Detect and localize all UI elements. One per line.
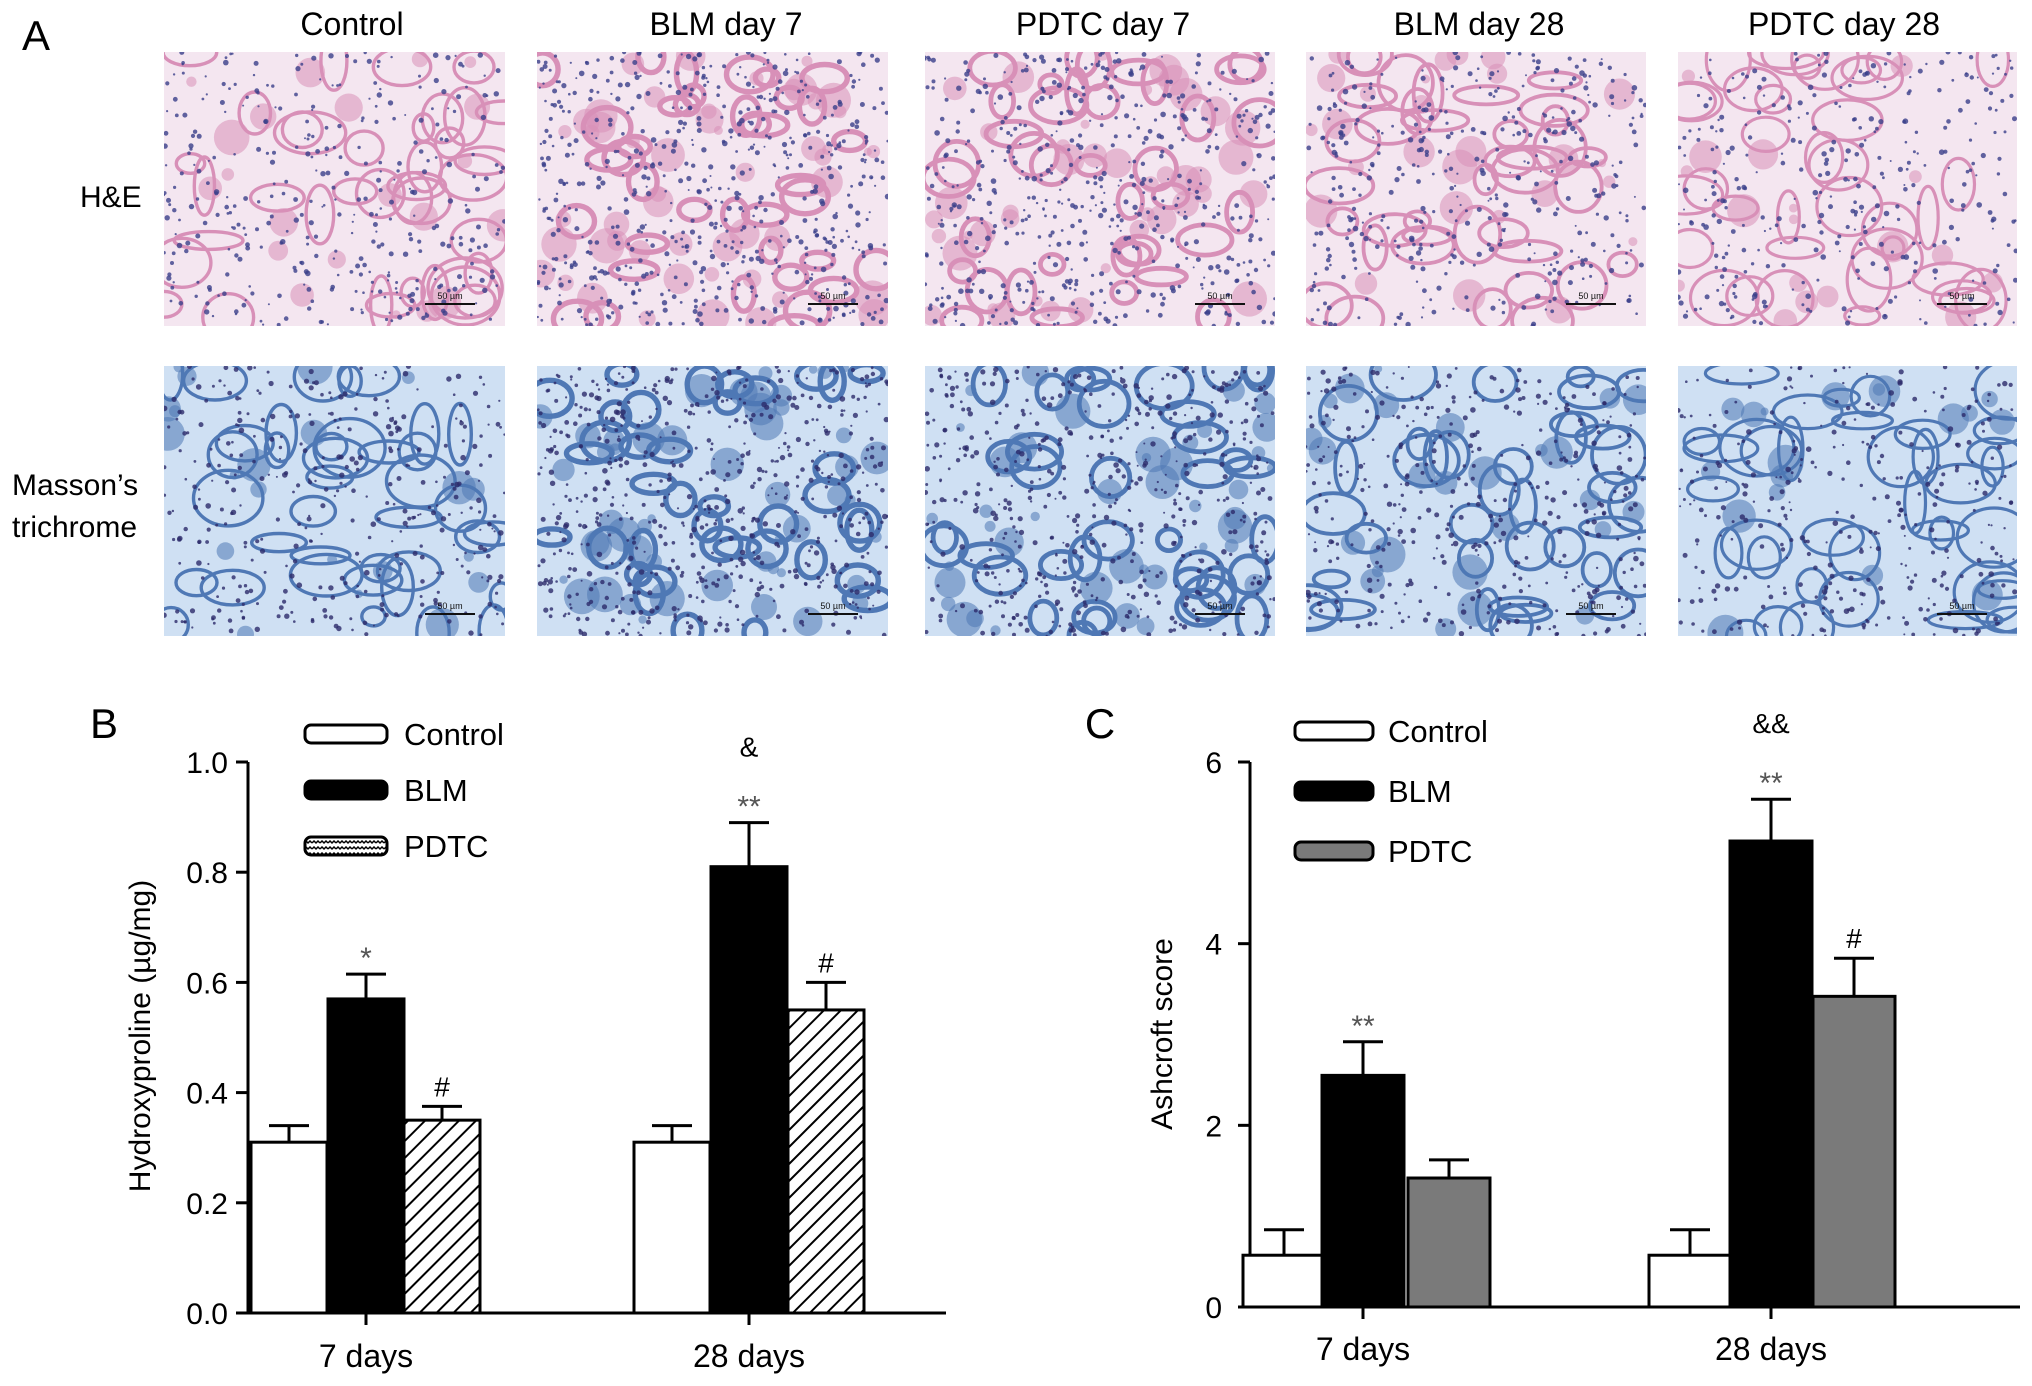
panel-b-y-tick-label: 0.0 [186, 1298, 228, 1331]
svg-text:50 µm: 50 µm [820, 291, 845, 301]
panel-b-bar-pdtc-1 [402, 1118, 482, 1315]
panel-b-legend-swatch-pdtc [303, 835, 389, 857]
panel-c-significance-mark: ** [1351, 1010, 1375, 1043]
panel-a-letter: A [22, 12, 51, 59]
panel-c-y-tick-label: 0 [1205, 1292, 1222, 1325]
panel-c-legend-label-control: Control [1388, 714, 1488, 749]
panel-b-significance-mark: * [360, 942, 372, 975]
panel-c-significance-mark: # [1846, 923, 1862, 954]
panel-c-y-tick-label: 2 [1205, 1110, 1222, 1143]
panel-c-y-axis-label: Ashcroft score [1146, 938, 1179, 1130]
panel-c-significance-mark: && [1752, 708, 1790, 739]
panel-c-bar-blm-2 [1728, 839, 1814, 1309]
panel-b-legend-label-control: Control [404, 717, 504, 752]
panel-c-legend-label-pdtc: PDTC [1388, 834, 1472, 869]
micrograph-he-pdtc-day-28: 50 µm [1678, 52, 2017, 326]
micrograph-he-control: 50 µm [164, 52, 505, 326]
svg-text:50 µm: 50 µm [1578, 291, 1603, 301]
panel-b-letter: B [90, 700, 118, 747]
panel-b-bar-control-2 [632, 1140, 712, 1315]
panel-c-bar-control-2 [1647, 1253, 1733, 1309]
panel-b-legend-label-blm: BLM [404, 773, 468, 808]
panel-b-significance-mark: & [740, 732, 759, 763]
panel-b-category-label: 28 days [693, 1338, 805, 1374]
panel-c-legend-swatch-blm [1293, 780, 1375, 802]
panel-b-legend-label-pdtc: PDTC [404, 829, 488, 864]
svg-text:50 µm: 50 µm [1207, 601, 1232, 611]
panel-c-category-label: 7 days [1316, 1331, 1410, 1367]
panel-c-legend-swatch-control [1293, 720, 1375, 742]
panel-b-y-tick-label: 1.0 [186, 747, 228, 780]
panel-c-bar-pdtc-2 [1811, 994, 1897, 1309]
column-title-blm-day-28: BLM day 28 [1393, 6, 1565, 42]
svg-text:50 µm: 50 µm [820, 601, 845, 611]
micrograph-masson-pdtc-day-7: 50 µm [925, 366, 1275, 636]
micrograph-he-blm-day-7: 50 µm [537, 52, 888, 326]
micrograph-masson-blm-day-7: 50 µm [537, 366, 888, 636]
panel-b-bar-blm-1 [326, 997, 406, 1315]
row-label-masson-line2: trichrome [12, 511, 138, 544]
panel-c-bar-blm-1 [1320, 1073, 1406, 1309]
panel-c-y-tick-label: 6 [1205, 747, 1222, 780]
column-title-pdtc-day-28: PDTC day 28 [1747, 6, 1941, 42]
panel-b-significance-mark: ** [737, 791, 761, 824]
panel-b-y-tick-label: 0.2 [186, 1188, 228, 1221]
panel-c-bar-control-1 [1241, 1253, 1327, 1309]
panel-c-legend-swatch-pdtc [1293, 840, 1375, 862]
panel-b-y-tick-label: 0.4 [186, 1078, 228, 1111]
panel-b-significance-mark: # [818, 947, 834, 978]
micrograph-masson-control: 50 µm [164, 366, 505, 636]
panel-b-y-tick-label: 0.6 [186, 967, 228, 1000]
panel-c-y-tick-label: 4 [1205, 929, 1222, 962]
column-title-pdtc-day-7: PDTC day 7 [1015, 6, 1191, 42]
panel-c-legend-label-blm: BLM [1388, 774, 1452, 809]
panel-b-bar-pdtc-2 [786, 1008, 866, 1315]
column-title-control: Control [300, 6, 404, 42]
panel-b-y-tick-label: 0.8 [186, 857, 228, 890]
column-title-blm-day-7: BLM day 7 [649, 6, 803, 42]
panel-c-category-label: 28 days [1715, 1331, 1827, 1367]
micrograph-he-pdtc-day-7: 50 µm [925, 52, 1275, 326]
micrograph-he-blm-day-28: 50 µm [1306, 52, 1646, 326]
panel-b-legend-swatch-blm [303, 779, 389, 801]
micrograph-masson-pdtc-day-28: 50 µm [1678, 366, 2017, 636]
svg-text:50 µm: 50 µm [1949, 291, 1974, 301]
panel-c-letter: C [1085, 700, 1115, 747]
svg-text:50 µm: 50 µm [437, 601, 462, 611]
panel-b-y-axis-label: Hydroxyproline (µg/mg) [124, 880, 157, 1192]
row-label-masson-line1: Masson’s [12, 469, 139, 502]
panel-b-legend-swatch-control [303, 723, 389, 745]
panel-c-significance-mark: ** [1759, 767, 1783, 800]
row-label-he: H&E [80, 181, 142, 214]
svg-text:50 µm: 50 µm [1207, 291, 1232, 301]
panel-c-bar-pdtc-1 [1406, 1176, 1492, 1309]
svg-text:50 µm: 50 µm [437, 291, 462, 301]
panel-b-significance-mark: # [434, 1071, 450, 1102]
panel-b-bar-control-1 [249, 1140, 329, 1315]
micrograph-masson-blm-day-28: 50 µm [1306, 366, 1646, 636]
panel-b-bar-blm-2 [709, 865, 789, 1315]
panel-b-category-label: 7 days [319, 1338, 413, 1374]
